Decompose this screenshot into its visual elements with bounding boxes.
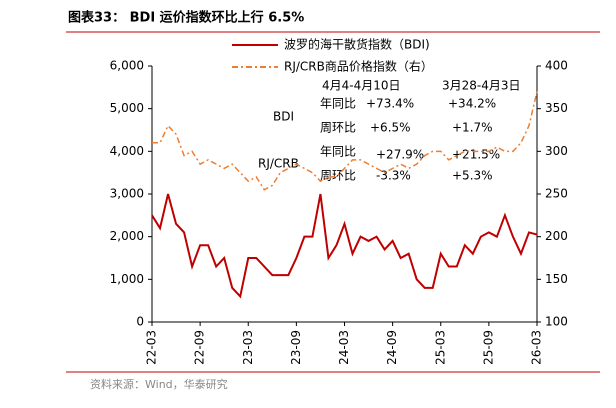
legend-label: RJ/CRB商品价格指数（右）	[284, 59, 433, 74]
series-line	[152, 91, 538, 191]
chart-title: 图表33： BDI 运价指数环比上行 6.5%	[68, 10, 304, 26]
annotation: 年同比	[320, 145, 356, 159]
y2-tick-label: 200	[545, 229, 568, 243]
annotation: 周环比	[320, 121, 356, 135]
series-line	[151, 193, 538, 299]
annotation: 年同比	[320, 97, 356, 111]
y2-tick-label: 250	[545, 187, 568, 201]
annotation: +5.3%	[452, 169, 493, 183]
y2-tick-label: 350	[545, 101, 568, 115]
y-tick-label: 5,000	[110, 101, 144, 115]
annotation: +27.9%	[376, 148, 424, 162]
x-tick-label: 25-03	[433, 330, 447, 365]
x-tick-label: 23-09	[289, 330, 303, 365]
x-tick-label: 24-03	[337, 330, 351, 365]
legend-label: 波罗的海干散货指数（BDI)	[284, 37, 430, 52]
y2-tick-label: 150	[545, 272, 568, 286]
annotation: +1.7%	[452, 121, 493, 135]
y-tick-label: 2,000	[110, 229, 144, 243]
annotation: 3月28-4月3日	[442, 79, 521, 93]
x-tick-label: 26-03	[530, 330, 544, 365]
annotation: 周环比	[320, 169, 356, 183]
y-tick-label: 3,000	[110, 187, 144, 201]
annotation: BDI	[273, 110, 294, 124]
annotation: +34.2%	[448, 97, 496, 111]
annotation: +6.5%	[370, 121, 411, 135]
x-tick-label: 22-09	[193, 330, 207, 365]
source-note: 资料来源：Wind，华泰研究	[90, 377, 228, 391]
annotation: RJ/CRB	[258, 157, 299, 171]
x-tick-label: 24-09	[385, 330, 399, 365]
y2-tick-label: 300	[545, 144, 568, 158]
annotation: +73.4%	[366, 97, 414, 111]
x-tick-label: 23-03	[241, 330, 255, 365]
y2-tick-label: 400	[545, 59, 568, 73]
y-tick-label: 4,000	[110, 144, 144, 158]
x-tick-label: 25-09	[481, 330, 495, 365]
y-tick-label: 6,000	[110, 59, 144, 73]
y2-tick-label: 100	[545, 315, 568, 329]
x-tick-label: 22-03	[145, 330, 159, 365]
y-tick-label: 1,000	[110, 272, 144, 286]
annotation: 4月4-4月10日	[322, 79, 401, 93]
y-tick-label: 0	[136, 315, 144, 329]
